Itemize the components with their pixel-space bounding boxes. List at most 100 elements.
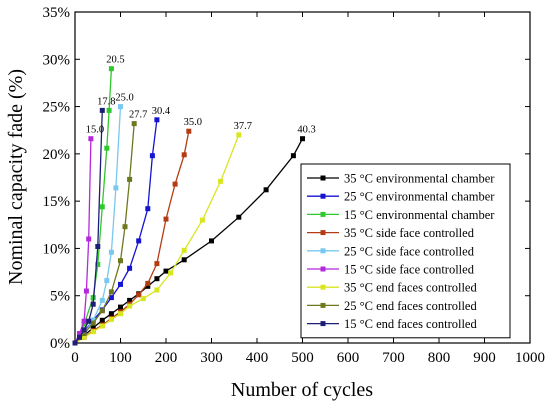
data-point [131,121,137,127]
legend-label: 25 °C end faces controlled [344,299,477,313]
legend-label: 35 °C environmental chamber [344,172,495,186]
legend-marker [320,248,326,254]
legend-item: 15 °C side face controlled [307,263,475,277]
legend-label: 35 °C end faces controlled [344,281,477,295]
data-point [236,214,242,220]
data-point [83,288,89,294]
y-axis-title: Nominal capacity fade (%) [5,69,27,285]
series-line [74,131,190,344]
data-point [181,152,187,158]
data-point [86,318,92,324]
series-2 [72,117,160,346]
series-line [74,106,122,344]
data-point [136,292,142,298]
legend-label: 15 °C side face controlled [344,263,475,277]
x-tick-label: 300 [200,350,223,366]
data-point [145,206,151,212]
data-point [140,296,146,302]
data-point [88,136,94,142]
x-tick-label: 700 [382,350,405,366]
x-tick-label: 600 [337,350,360,366]
data-point [90,329,96,335]
data-point [172,181,178,187]
legend-marker [320,193,326,199]
data-point [104,145,110,151]
data-point [108,66,114,72]
end-label: 15.0 [86,125,104,136]
x-tick-label: 1000 [515,350,545,366]
data-point [106,107,112,113]
series-line [74,119,158,344]
series-layer [72,66,305,346]
axes: 0 100 200 300 400 500 600 700 800 900 1000 0% 5% 10% 1… [43,5,546,366]
legend: 35 °C environmental chamber 25 °C environ… [300,163,511,339]
data-point [81,321,87,327]
data-point [218,178,224,184]
data-point [99,107,105,113]
legend-marker [320,230,326,236]
data-point [154,287,160,293]
end-label: 35.0 [184,117,202,128]
x-tick-label: 0 [71,350,79,366]
data-point [81,331,87,336]
legend-item: 25 °C end faces controlled [307,299,477,313]
x-tick-label: 500 [291,350,314,366]
end-label: 37.7 [234,121,252,132]
x-tick-label: 800 [428,350,451,366]
data-point [95,244,101,249]
data-point [81,334,87,340]
data-point [90,320,96,326]
data-point [168,270,174,276]
legend-label: 15 °C environmental chamber [344,208,495,222]
data-point [118,104,123,110]
legend-item: 15 °C end faces controlled [307,317,477,331]
data-point [300,136,305,142]
data-point [108,311,114,317]
data-point [77,331,82,336]
end-label: 40.3 [297,125,315,136]
data-point [90,317,96,323]
legend-item: 25 °C environmental chamber [307,190,495,204]
y-tick-label: 15% [43,194,71,210]
legend-item: 35 °C end faces controlled [307,281,477,295]
series-1 [72,136,305,346]
end-label: 30.4 [152,106,171,117]
legend-label: 35 °C side face controlled [344,226,475,240]
data-point [236,132,242,138]
legend-label: 25 °C side face controlled [344,244,475,258]
end-label: 27.7 [129,110,147,121]
data-point [163,216,169,222]
end-labels: 40.3 30.4 20.5 35.0 25.0 15.0 37.7 27.7 17.8 [86,55,316,136]
data-point [113,185,119,191]
data-point [108,289,114,295]
data-point [163,268,169,274]
end-label: 20.5 [106,55,124,66]
x-tick-label: 200 [155,350,178,366]
series-8 [72,121,137,346]
legend-marker [320,266,326,272]
y-tick-label: 5% [50,289,70,305]
data-point [154,117,160,123]
data-point [118,281,123,287]
end-label: 25.0 [115,93,133,104]
data-point [104,278,110,284]
y-tick-label: 25% [43,100,71,116]
data-point [145,280,151,286]
legend-marker [320,321,326,327]
data-point [127,265,133,271]
data-point [90,325,96,331]
y-tick-label: 10% [43,241,71,257]
data-point [108,295,114,301]
series-5 [72,104,123,346]
data-point [122,224,128,230]
legend-item: 35 °C environmental chamber [307,172,495,186]
data-point [72,340,78,346]
data-point [99,323,105,329]
data-point [99,204,105,210]
data-point [181,257,187,263]
data-point [95,262,101,267]
x-tick-label: 900 [473,350,496,366]
series-9 [72,107,105,346]
legend-item: 35 °C side face controlled [307,226,475,240]
